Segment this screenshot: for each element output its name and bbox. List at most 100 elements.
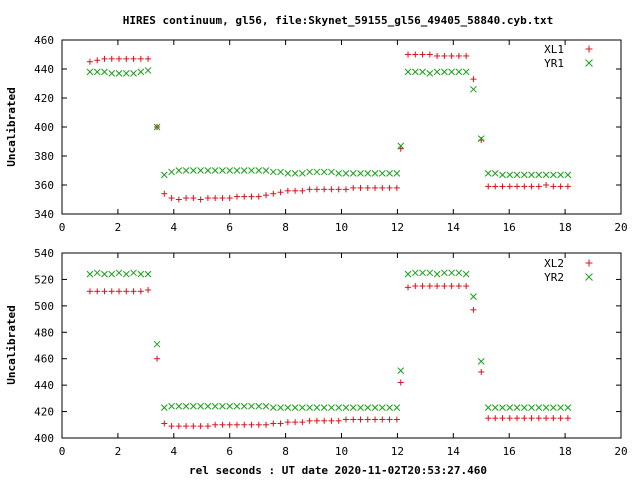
xl1-point bbox=[123, 55, 130, 62]
yr1-point bbox=[371, 170, 379, 177]
yr1-point bbox=[320, 168, 328, 176]
xl2-point bbox=[204, 423, 211, 430]
xl2-point bbox=[463, 283, 470, 290]
yr1-point bbox=[397, 142, 405, 150]
xl2-point bbox=[426, 283, 433, 290]
xl1-point bbox=[335, 186, 342, 193]
yr2-point bbox=[284, 404, 292, 411]
xl2-point bbox=[448, 283, 455, 290]
yr2-point bbox=[535, 404, 543, 411]
yr1-point bbox=[364, 170, 372, 177]
xl2-point bbox=[455, 283, 462, 290]
xl2-point bbox=[434, 283, 441, 290]
xl2-point bbox=[557, 415, 564, 422]
xl1-point bbox=[379, 184, 386, 191]
top-xtick-label: 12 bbox=[391, 221, 404, 234]
yr1-point bbox=[137, 68, 145, 76]
yr1-point bbox=[130, 69, 137, 77]
yr1-point bbox=[211, 167, 219, 174]
xl2-point bbox=[86, 288, 93, 295]
yr2-point bbox=[101, 270, 108, 278]
xl1-point bbox=[550, 183, 557, 190]
bottom-ytick-label: 540 bbox=[34, 247, 54, 260]
xl1-point bbox=[226, 195, 233, 202]
yr2-point bbox=[190, 402, 197, 410]
yr2-point bbox=[477, 358, 485, 365]
xl2-point bbox=[441, 283, 448, 290]
yr1-point bbox=[393, 170, 401, 177]
xl2-point bbox=[342, 416, 349, 423]
yr2-point bbox=[240, 402, 248, 410]
xl1-point bbox=[306, 186, 313, 193]
yr2-point bbox=[542, 404, 550, 411]
yr2-point bbox=[411, 269, 419, 277]
xl2-point bbox=[335, 417, 342, 424]
bottom-xtick-label: 20 bbox=[614, 445, 627, 458]
yr2-point bbox=[320, 404, 328, 411]
yr2-point bbox=[564, 404, 572, 411]
xl2-point bbox=[364, 416, 371, 423]
yr1-point bbox=[550, 171, 557, 179]
bottom-legend: XL2 YR2 bbox=[544, 257, 593, 284]
xl1-point bbox=[255, 193, 262, 200]
yr1-point bbox=[144, 67, 152, 74]
xl1-point bbox=[137, 55, 144, 62]
yr2-point bbox=[93, 269, 101, 277]
xl1-point bbox=[292, 187, 299, 194]
yr2-point bbox=[357, 404, 364, 411]
xl1-point bbox=[470, 76, 477, 83]
yr1-point bbox=[357, 170, 364, 177]
xl2-point bbox=[535, 415, 542, 422]
yr1-point bbox=[520, 171, 528, 179]
xl2-point bbox=[397, 379, 404, 386]
yr2-point bbox=[404, 270, 412, 278]
legend-label-xl1: XL1 bbox=[544, 43, 564, 56]
xl1-point bbox=[183, 195, 190, 202]
yr2-point bbox=[226, 402, 234, 410]
yr2-point bbox=[550, 404, 557, 411]
xl2-point bbox=[123, 288, 130, 295]
yr2-point bbox=[137, 270, 145, 278]
yr2-point bbox=[211, 402, 219, 410]
bottom-ytick-label: 440 bbox=[34, 379, 54, 392]
yr1-point bbox=[411, 68, 419, 76]
xl1-point bbox=[101, 55, 108, 62]
yr1-point bbox=[419, 68, 426, 76]
xl2-point bbox=[485, 415, 492, 422]
xl1-point bbox=[248, 193, 255, 200]
yr1-point bbox=[455, 68, 463, 76]
xl1-point bbox=[175, 196, 182, 203]
yr1-point bbox=[484, 170, 492, 177]
top-ytick-label: 420 bbox=[34, 92, 54, 105]
top-ytick-label: 460 bbox=[34, 34, 54, 47]
xl2-point bbox=[321, 417, 328, 424]
yr1-point bbox=[441, 68, 448, 76]
xl2-point bbox=[470, 306, 477, 313]
yr1-point bbox=[248, 167, 255, 174]
xl1-point bbox=[130, 55, 137, 62]
yr2-point bbox=[441, 269, 448, 277]
yr1-point bbox=[255, 167, 263, 174]
legend-label-yr2: YR2 bbox=[544, 271, 564, 284]
yr2-point bbox=[426, 269, 434, 277]
yr1-point bbox=[226, 167, 234, 174]
yr1-point bbox=[448, 68, 455, 76]
yr2-point bbox=[182, 402, 190, 410]
yr1-point bbox=[528, 171, 535, 179]
legend-label-xl2: XL2 bbox=[544, 257, 564, 270]
xl2-point bbox=[175, 423, 182, 430]
top-ticks: 0 2 4 6 8 10 12 14 16 18 20 340 360 380 400 420 440 460 bbox=[34, 34, 628, 234]
xl2-point bbox=[357, 416, 364, 423]
chart-title: HIRES continuum, gl56, file:Skynet_59155… bbox=[123, 14, 553, 27]
xl1-point bbox=[145, 55, 152, 62]
bottom-ylabel: Uncalibrated bbox=[5, 305, 18, 384]
yr2-point bbox=[513, 404, 521, 411]
yr2-point bbox=[153, 340, 161, 348]
yr1-point bbox=[564, 171, 572, 179]
yr1-point bbox=[491, 170, 499, 177]
xl2-point bbox=[248, 421, 255, 428]
xl1-point bbox=[434, 52, 441, 59]
bottom-xtick-label: 4 bbox=[170, 445, 177, 458]
xl1-point bbox=[448, 52, 455, 59]
yr1-point bbox=[342, 170, 350, 177]
